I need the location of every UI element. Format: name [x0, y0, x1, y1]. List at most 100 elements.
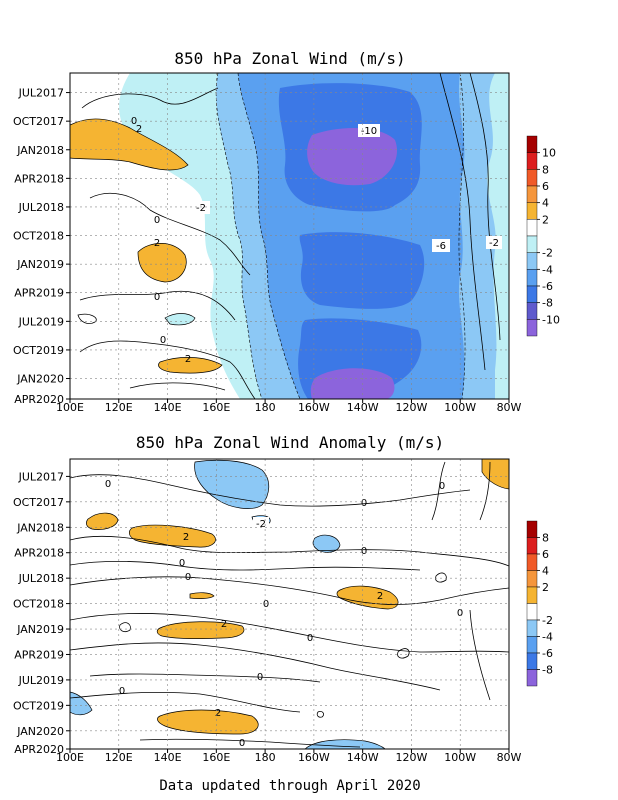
colorbar-label: -8	[542, 664, 553, 677]
colorbar-label: -10	[542, 313, 560, 326]
x-tick-label: 100E	[56, 751, 84, 764]
bottom-axis-ticks: 100E 120E 140E 160E 180 160W 140W 120W 100W 80W JU…	[13, 470, 522, 764]
bot-pos-c	[189, 592, 215, 599]
bottom-chart-plot: -2 2 2 2 2 0 0 0 0 0 0 0 0 0 0 0 0 100E 1…	[13, 458, 522, 764]
bot-contour-label-0i: 0	[239, 738, 245, 749]
bot-contour-label-2b: 2	[377, 591, 383, 602]
colorbar-swatch	[526, 235, 538, 253]
x-tick-label: 140W	[347, 401, 379, 414]
colorbar-swatch	[526, 302, 538, 320]
colorbar-label: -4	[542, 631, 553, 644]
label-bg	[192, 201, 210, 214]
colorbar-label: -2	[542, 247, 553, 260]
y-tick-label: OCT2017	[13, 496, 64, 509]
colorbar-swatch	[526, 319, 538, 337]
top-contour-labels: -10 -6 -2 -2 2 2 2 0 0 0 0	[131, 116, 502, 365]
colorbar-swatch	[526, 586, 538, 604]
top-gridlines	[70, 73, 509, 399]
top-blob-2d	[164, 313, 196, 326]
contour-label-0c: 0	[154, 292, 160, 303]
footer-text: Data updated through April 2020	[159, 778, 420, 794]
y-tick-label: JUL2019	[18, 315, 64, 328]
colorbar-label: -8	[542, 297, 553, 310]
y-tick-label: OCT2019	[13, 344, 64, 357]
y-tick-label: APR2018	[14, 172, 64, 185]
x-tick-label: 140E	[154, 751, 182, 764]
bot-contour-label-minus2: -2	[256, 519, 266, 530]
y-tick-label: APR2018	[14, 547, 64, 560]
bot-contour-label-0d: 0	[185, 572, 191, 583]
bot-contour-label-2c: 2	[221, 619, 227, 630]
colorbar-swatch	[526, 669, 538, 687]
contour-label-minus2b: -2	[489, 238, 499, 249]
top-band-minus10	[307, 128, 398, 399]
contour-label-minus6: -6	[436, 241, 446, 252]
bot-contour-label-0j: 0	[439, 481, 445, 492]
bot-neg-c	[312, 534, 341, 553]
colorbar-swatch	[526, 603, 538, 621]
colorbar-swatch	[526, 252, 538, 270]
x-tick-label: 120E	[105, 751, 133, 764]
y-tick-label: JAN2020	[16, 373, 64, 386]
x-tick-label: 100W	[444, 401, 476, 414]
top-chart-plot: -10 -6 -2 -2 2 2 2 0 0 0 0 100E 120E 140E 1…	[13, 72, 522, 414]
y-tick-label: JAN2018	[16, 144, 64, 157]
colorbar-label: 2	[542, 213, 549, 226]
contour-label-0b: 0	[154, 215, 160, 226]
y-tick-label: JUL2018	[18, 572, 64, 585]
top-blob-2c	[158, 357, 223, 374]
colorbar-label: 4	[542, 565, 549, 578]
colorbar-swatch	[526, 553, 538, 571]
colorbar-label: -6	[542, 280, 553, 293]
y-tick-label: OCT2019	[13, 699, 64, 712]
y-tick-label: APR2019	[14, 287, 64, 300]
x-tick-label: 160E	[202, 751, 230, 764]
colorbar-label: 6	[542, 548, 549, 561]
y-tick-label: OCT2018	[13, 230, 64, 243]
contour-label-0a: 0	[131, 116, 137, 127]
y-tick-label: JUL2017	[18, 87, 64, 100]
bot-neg-e	[304, 739, 386, 749]
bot-contour-label-0b: 0	[361, 546, 367, 557]
bot-contour-label-0f: 0	[307, 633, 313, 644]
bot-contour-label-2d: 2	[215, 708, 221, 719]
colorbar-label: 8	[542, 163, 549, 176]
y-tick-label: APR2019	[14, 648, 64, 661]
top-axis-ticks: 100E 120E 140E 160E 180 160W 140W 120W 100W 80W JU…	[13, 87, 522, 414]
label-bg	[486, 236, 502, 249]
bot-pos-a	[86, 512, 119, 530]
colorbar-label: -2	[542, 614, 553, 627]
y-tick-label: OCT2018	[13, 598, 64, 611]
colorbar-swatch	[526, 636, 538, 654]
colorbar-swatch	[526, 652, 538, 670]
colorbar-swatch	[526, 537, 538, 555]
colorbar-swatch	[526, 135, 538, 153]
bot-neg-a	[194, 459, 270, 509]
colorbar-label: -4	[542, 263, 553, 276]
top-chart-title: 850 hPa Zonal Wind (m/s)	[174, 49, 405, 68]
colorbar-label: 8	[542, 532, 549, 545]
label-bg	[358, 124, 380, 137]
bot-pos-d	[336, 585, 399, 610]
y-tick-label: JUL2019	[18, 674, 64, 687]
colorbar-label: -6	[542, 647, 553, 660]
colorbar-swatch	[526, 152, 538, 170]
x-tick-label: 120E	[105, 401, 133, 414]
colorbar-swatch	[526, 570, 538, 588]
top-dashed-contours	[215, 73, 466, 399]
x-tick-label: 140E	[154, 401, 182, 414]
colorbar-label: 10	[542, 147, 556, 160]
y-tick-label: JAN2020	[16, 725, 64, 738]
x-tick-label: 180	[255, 751, 276, 764]
colorbar-swatch	[526, 202, 538, 220]
y-tick-label: JAN2019	[16, 258, 64, 271]
x-tick-label: 120W	[396, 401, 428, 414]
bot-contour-label-0l: 0	[457, 608, 463, 619]
y-tick-label: JUL2018	[18, 201, 64, 214]
x-tick-label: 140W	[347, 751, 379, 764]
colorbar-swatch	[526, 219, 538, 237]
contour-label-2b: 2	[154, 238, 160, 249]
bottom-gridlines	[70, 459, 509, 749]
x-tick-label: 160W	[298, 751, 330, 764]
